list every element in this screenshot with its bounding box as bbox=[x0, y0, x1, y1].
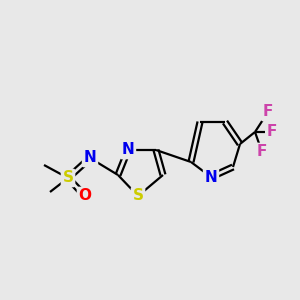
Text: S: S bbox=[133, 188, 143, 203]
Text: N: N bbox=[205, 169, 218, 184]
Text: N: N bbox=[122, 142, 134, 158]
Text: F: F bbox=[267, 124, 277, 140]
Text: F: F bbox=[263, 104, 273, 119]
Text: N: N bbox=[84, 151, 96, 166]
Text: S: S bbox=[62, 170, 74, 185]
Text: O: O bbox=[79, 188, 92, 203]
Text: F: F bbox=[257, 145, 267, 160]
